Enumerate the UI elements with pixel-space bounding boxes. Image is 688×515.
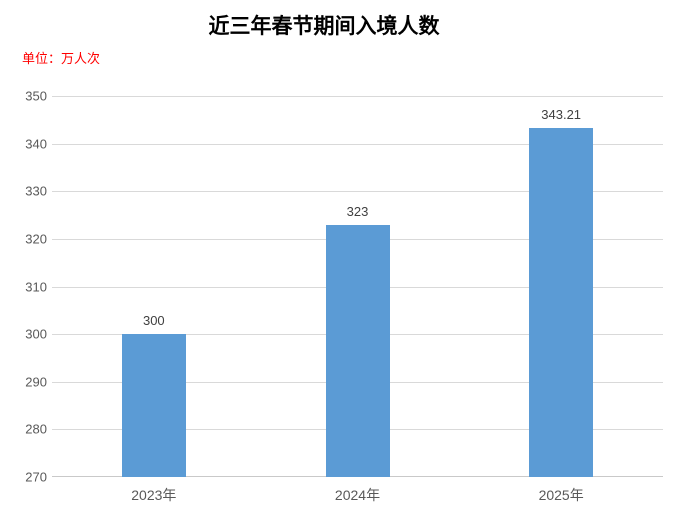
- y-tick-label-310: 310: [25, 279, 47, 294]
- bar-2023年: [121, 334, 186, 477]
- gridline-330: [52, 191, 663, 193]
- bar-value-label-2025年: 343.21: [541, 107, 582, 123]
- bar-value-label-2023年: 300: [142, 313, 165, 329]
- bar-2025年: [529, 128, 594, 477]
- y-tick-label-300: 300: [25, 326, 47, 342]
- y-tick-label-290: 290: [25, 374, 47, 390]
- y-tick-label-340: 340: [25, 136, 47, 152]
- y-tick-label-270: 270: [25, 469, 47, 485]
- y-tick-label-350: 350: [25, 88, 47, 104]
- x-tick-label-2025年: 2025年: [538, 487, 584, 503]
- y-tick-label-330: 330: [25, 183, 47, 199]
- x-tick-label-2024年: 2024年: [334, 487, 381, 503]
- x-tick-label-2023年: 2023年: [131, 487, 177, 503]
- y-tick-label-280: 280: [25, 421, 47, 437]
- bar-value-label-2024年: 323: [346, 203, 369, 219]
- gridline-350: [52, 96, 663, 97]
- gridline-340: [52, 143, 663, 145]
- unit-label: 单位：万人次: [22, 51, 101, 66]
- bar-2024年: [325, 224, 390, 477]
- plot-area: 300 323 343.21: [52, 96, 663, 477]
- y-tick-label-320: 320: [25, 231, 47, 247]
- chart-title: 近三年春节期间入境人数: [208, 14, 440, 38]
